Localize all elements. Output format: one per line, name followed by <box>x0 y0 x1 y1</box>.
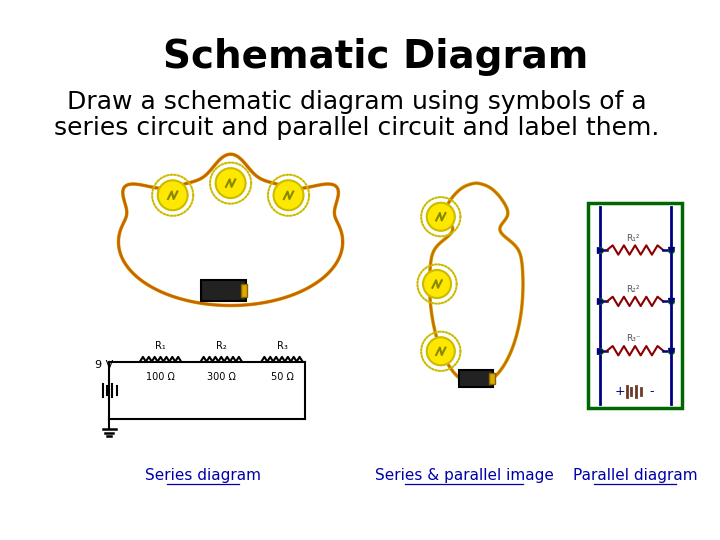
Bar <box>490 373 495 384</box>
Bar <box>588 202 682 408</box>
Text: Series diagram: Series diagram <box>145 468 261 483</box>
Circle shape <box>427 338 455 365</box>
Circle shape <box>427 202 455 231</box>
Text: R₂: R₂ <box>216 341 227 352</box>
Text: R₁²: R₁² <box>626 233 640 242</box>
Text: Schematic Diagram: Schematic Diagram <box>163 38 588 76</box>
Text: R₃⁻: R₃⁻ <box>626 334 641 343</box>
Text: Draw a schematic diagram using symbols of a: Draw a schematic diagram using symbols o… <box>67 90 647 114</box>
Text: R₁: R₁ <box>155 341 166 352</box>
Text: Parallel diagram: Parallel diagram <box>573 468 698 483</box>
Text: -: - <box>649 385 654 398</box>
Circle shape <box>423 270 451 298</box>
Circle shape <box>216 168 246 198</box>
Text: R₃: R₃ <box>276 341 287 352</box>
Polygon shape <box>430 183 523 385</box>
Circle shape <box>274 180 303 210</box>
Text: Series & parallel image: Series & parallel image <box>374 468 554 483</box>
Text: +: + <box>615 385 626 398</box>
Text: R₂²: R₂² <box>626 285 640 294</box>
Bar <box>459 370 493 387</box>
Text: 50 Ω: 50 Ω <box>271 372 294 382</box>
Text: 100 Ω: 100 Ω <box>146 372 175 382</box>
Text: series circuit and parallel circuit and label them.: series circuit and parallel circuit and … <box>54 116 660 140</box>
Text: 300 Ω: 300 Ω <box>207 372 235 382</box>
Circle shape <box>158 180 188 210</box>
Polygon shape <box>119 154 343 306</box>
Bar <box>201 280 246 301</box>
Text: 9 V: 9 V <box>95 360 114 370</box>
Bar <box>241 284 248 297</box>
